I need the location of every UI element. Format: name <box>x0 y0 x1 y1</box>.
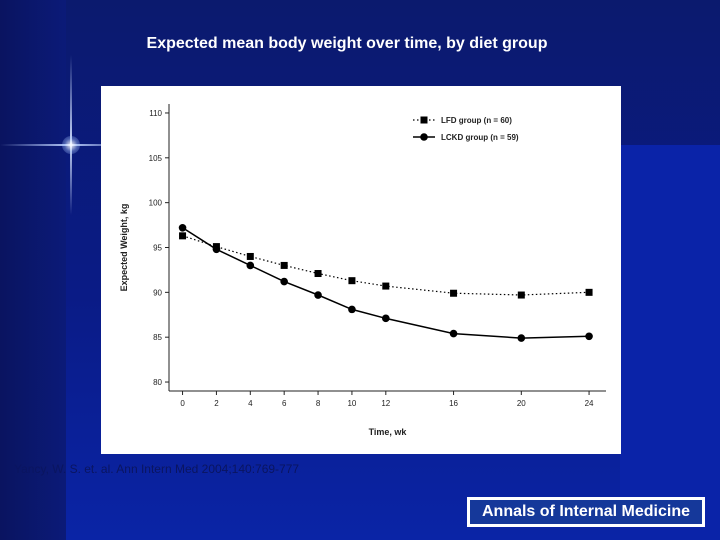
y-tick-label: 105 <box>149 154 163 163</box>
x-tick-label: 24 <box>585 399 594 408</box>
data-point-circle <box>449 329 458 338</box>
x-tick-label: 12 <box>381 399 390 408</box>
data-point-square <box>450 289 458 297</box>
data-point-circle <box>314 291 322 299</box>
x-axis-label: Time, wk <box>369 427 408 437</box>
y-tick-label: 80 <box>153 378 162 387</box>
lens-flare-vertical <box>70 55 72 215</box>
y-tick-label: 100 <box>149 199 163 208</box>
x-tick-label: 4 <box>248 399 253 408</box>
x-tick-label: 8 <box>316 399 321 408</box>
data-point-circle <box>178 223 187 232</box>
x-tick-label: 16 <box>449 399 458 408</box>
data-point-square <box>585 288 593 296</box>
legend-marker-circle <box>420 133 428 141</box>
lens-flare-glow <box>62 136 80 154</box>
data-point-circle <box>212 245 221 254</box>
data-point-square <box>382 282 390 290</box>
legend-label-0: LFD group (n = 60) <box>441 116 512 125</box>
journal-logo: Annals of Internal Medicine <box>467 497 705 527</box>
legend-label-1: LCKD group (n = 59) <box>441 133 519 142</box>
data-point-circle <box>348 305 356 314</box>
data-point-square <box>517 291 525 299</box>
y-axis-label: Expected Weight, kg <box>119 204 129 292</box>
data-point-circle <box>517 334 526 342</box>
data-point-square <box>348 277 356 285</box>
data-point-circle <box>585 332 593 341</box>
background-band-right <box>620 145 720 540</box>
background-band-left <box>0 0 66 540</box>
legend-marker-square <box>420 116 428 124</box>
data-point-square <box>314 270 322 278</box>
x-tick-label: 10 <box>347 399 356 408</box>
journal-name: Annals of Internal Medicine <box>470 500 702 524</box>
series-line-0 <box>182 235 590 296</box>
chart-panel: 80 85 90 95 100 105 110 0 2 4 6 8 10 12 16 20 24 Time, wk… <box>101 86 621 454</box>
data-point-circle <box>280 277 288 286</box>
x-tick-label: 6 <box>282 399 287 408</box>
y-tick-label: 85 <box>153 333 162 342</box>
x-tick-label: 20 <box>517 399 526 408</box>
data-point-square <box>179 232 187 240</box>
citation: Yancy, W. S. et. al. Ann Intern Med 2004… <box>14 462 300 476</box>
series-line-1 <box>182 227 590 339</box>
data-point-square <box>246 252 254 260</box>
x-tick-label: 0 <box>180 399 185 408</box>
data-point-circle <box>382 314 390 323</box>
data-point-circle <box>246 261 255 270</box>
y-tick-label: 95 <box>153 244 162 253</box>
x-tick-label: 2 <box>214 399 219 408</box>
data-point-square <box>280 261 288 269</box>
y-tick-label: 90 <box>153 288 162 297</box>
slide-title: Expected mean body weight over time, by … <box>146 35 548 52</box>
y-tick-label: 110 <box>149 109 162 118</box>
